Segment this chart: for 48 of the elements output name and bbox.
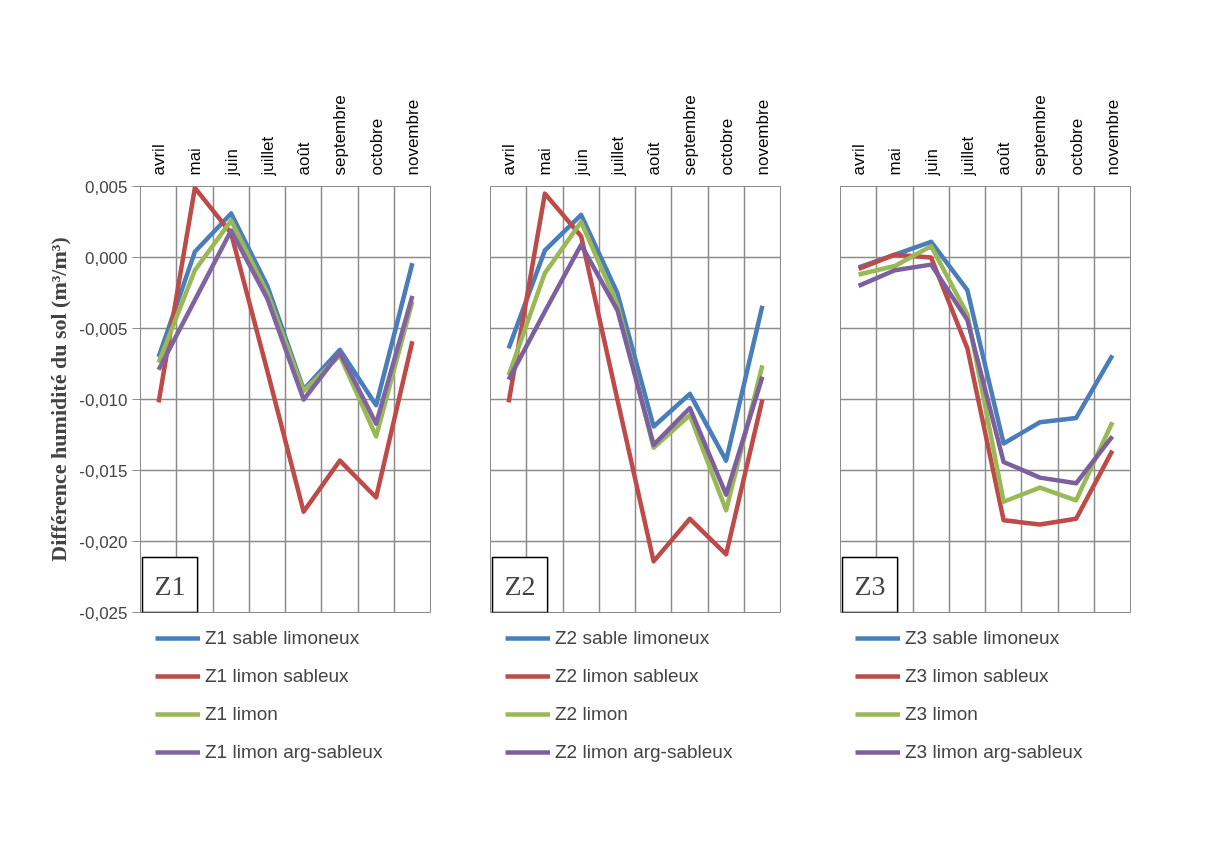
legend-label: Z1 limon arg-sableux <box>205 741 383 763</box>
x-tick-label: novembre <box>1102 99 1122 176</box>
legend-label: Z1 limon sableux <box>205 665 349 687</box>
legend-label: Z3 limon sableux <box>905 665 1049 687</box>
x-tick-label: octobre <box>716 118 736 176</box>
x-tick-label: juillet <box>957 136 977 177</box>
legend-label: Z2 limon <box>555 703 628 725</box>
y-tick-label: -0,005 <box>79 319 128 339</box>
legend-label: Z2 limon sableux <box>555 665 699 687</box>
y-tick-label: 0,000 <box>84 248 128 268</box>
x-tick-label: octobre <box>1066 118 1086 176</box>
y-tick-label: -0,010 <box>79 390 128 410</box>
x-tick-label: août <box>294 142 314 176</box>
x-tick-label: novembre <box>402 99 422 176</box>
y-tick-label: 0,005 <box>84 177 128 197</box>
x-tick-label: juin <box>221 149 241 177</box>
annotation: Z2 <box>504 569 536 601</box>
x-tick-label: mai <box>885 148 905 176</box>
x-tick-label: août <box>644 142 664 176</box>
line-series <box>156 186 415 514</box>
legend-label: Z3 limon arg-sableux <box>905 741 1083 763</box>
legend-label: Z1 sable limoneux <box>205 627 360 649</box>
legend-label: Z3 sable limoneux <box>905 627 1060 649</box>
x-tick-label: septembre <box>330 95 350 176</box>
legend-label: Z3 limon <box>905 703 978 725</box>
x-tick-label: avril <box>149 144 169 176</box>
x-tick-label: avril <box>849 144 869 176</box>
y-axis-title: Différence humidité du sol (m³/m³) <box>46 237 72 562</box>
legend-label: Z1 limon <box>205 703 278 725</box>
y-tick-label: -0,025 <box>79 603 128 623</box>
x-tick-label: avril <box>499 144 519 176</box>
y-tick-label: -0,015 <box>79 461 128 481</box>
x-tick-label: novembre <box>752 99 772 176</box>
x-tick-label: octobre <box>366 118 386 176</box>
x-tick-label: mai <box>185 148 205 176</box>
x-tick-label: juin <box>921 149 941 177</box>
annotation: Z3 <box>854 569 886 601</box>
legend-label: Z2 limon arg-sableux <box>555 741 733 763</box>
x-tick-label: juillet <box>607 136 627 177</box>
x-tick-label: septembre <box>1030 95 1050 176</box>
x-tick-label: juillet <box>257 136 277 177</box>
y-tick-label: -0,020 <box>79 532 128 552</box>
annotation: Z1 <box>154 569 186 601</box>
x-tick-label: septembre <box>680 95 700 176</box>
x-tick-label: juin <box>571 149 591 177</box>
x-tick-label: mai <box>535 148 555 176</box>
x-tick-label: août <box>994 142 1014 176</box>
legend-label: Z2 sable limoneux <box>555 627 710 649</box>
